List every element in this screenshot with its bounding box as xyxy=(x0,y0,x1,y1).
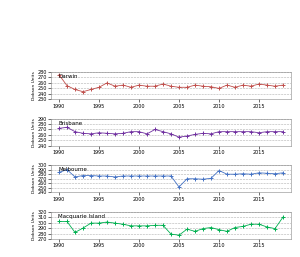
Text: Melbourne: Melbourne xyxy=(58,167,87,172)
Text: Macquarie Island: Macquarie Island xyxy=(58,214,105,219)
Y-axis label: Dobson Units: Dobson Units xyxy=(32,164,36,193)
Text: Brisbane: Brisbane xyxy=(58,121,82,126)
Y-axis label: Dobson Units: Dobson Units xyxy=(32,71,36,100)
Y-axis label: Dobson Units: Dobson Units xyxy=(32,118,36,146)
Y-axis label: Dobson Units: Dobson Units xyxy=(32,211,36,240)
Text: Darwin: Darwin xyxy=(58,74,78,79)
